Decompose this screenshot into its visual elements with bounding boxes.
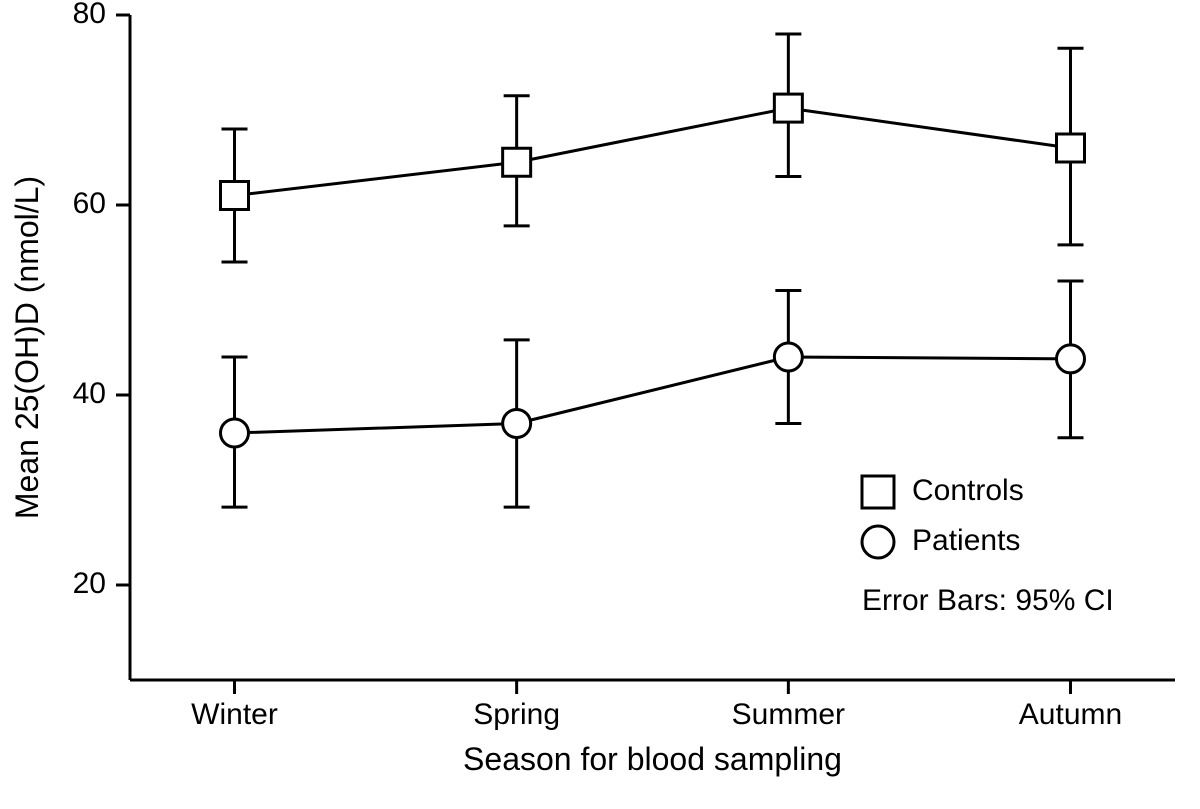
marker-circle xyxy=(503,410,531,438)
y-tick-label: 60 xyxy=(73,187,106,220)
chart-container: 20 40 60 80 Winter Spring Summer Autumn Season f… xyxy=(0,0,1200,804)
y-axis-label: Mean 25(OH)D (nmol/L) xyxy=(9,176,45,519)
y-tick-label: 20 xyxy=(73,567,106,600)
legend-label: Patients xyxy=(912,524,1020,557)
x-axis-label: Season for blood sampling xyxy=(463,741,842,777)
x-tick-label: Autumn xyxy=(1019,698,1122,731)
y-tick-label: 40 xyxy=(73,377,106,410)
legend-marker-circle xyxy=(862,526,894,558)
chart-svg: 20 40 60 80 Winter Spring Summer Autumn Season f… xyxy=(0,0,1200,804)
marker-circle xyxy=(1057,345,1085,373)
y-tick-label: 80 xyxy=(73,0,106,30)
x-tick-label: Winter xyxy=(191,698,278,731)
marker-square xyxy=(1057,134,1085,162)
marker-circle xyxy=(221,419,249,447)
legend-marker-square xyxy=(862,476,894,508)
legend-note: Error Bars: 95% CI xyxy=(862,584,1114,617)
legend-label: Controls xyxy=(912,474,1024,507)
marker-circle xyxy=(774,343,802,371)
marker-square xyxy=(774,94,802,122)
x-tick-label: Summer xyxy=(732,698,845,731)
x-tick-label: Spring xyxy=(473,698,560,731)
marker-square xyxy=(503,148,531,176)
marker-square xyxy=(221,182,249,210)
